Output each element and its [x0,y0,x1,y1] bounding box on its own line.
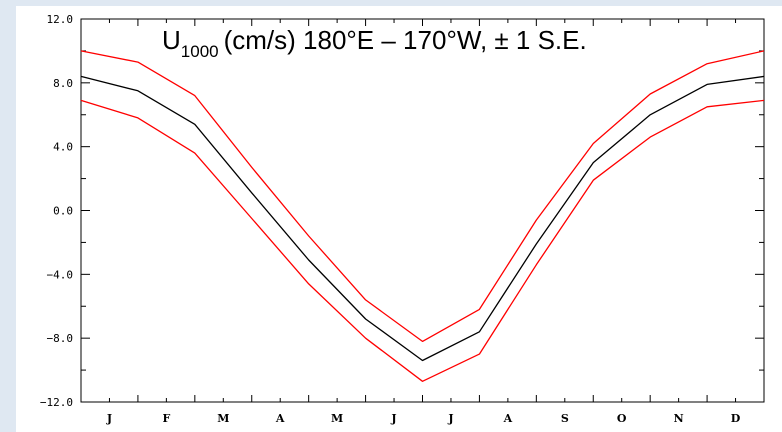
chart-panel: 12.0 8.0 4.0 0.0 −4.0 −8.0 −12.0 J F M A M J J A S O N D U… [16,6,782,432]
series-line-plus-1-se [80,50,765,343]
x-tick-label: M [331,412,343,425]
x-tick-label: M [217,412,229,425]
series-line-mean [80,75,765,362]
plot-frame [80,18,765,403]
line-chart: 12.0 8.0 4.0 0.0 −4.0 −8.0 −12.0 J F M A M J J A S O N D U… [40,13,765,425]
series-line-minus-1-se [80,99,765,382]
x-tick-label: F [162,412,170,425]
title-subscript: 1000 [181,42,219,61]
y-tick-label: 4.0 [53,141,73,154]
plot-axes [80,18,765,403]
chart-title: U1000 (cm/s) 180°E – 170°W, ± 1 S.E. [162,25,587,61]
y-tick-label: 12.0 [47,13,74,26]
x-tick-label: D [731,412,741,425]
x-tick-label: A [503,412,513,425]
y-tick-label: 8.0 [53,77,73,90]
y-tick-label: −4.0 [47,268,74,281]
x-tick-label: J [106,412,112,425]
x-tick-label: N [674,412,684,425]
x-tick-label: S [561,412,569,425]
y-tick-label: −12.0 [40,396,73,409]
y-tick-label: −8.0 [47,332,74,345]
plot-series [80,50,765,382]
title-variable: U [162,25,181,55]
title-rest: (cm/s) 180°E – 170°W, ± 1 S.E. [224,25,587,55]
x-tick-label: A [275,412,285,425]
y-tick-label: 0.0 [53,205,73,218]
x-tick-label: O [617,412,627,425]
tick-labels: 12.0 8.0 4.0 0.0 −4.0 −8.0 −12.0 J F M A M J J A S O N D [40,13,741,425]
x-tick-label: J [447,412,453,425]
x-tick-label: J [390,412,396,425]
